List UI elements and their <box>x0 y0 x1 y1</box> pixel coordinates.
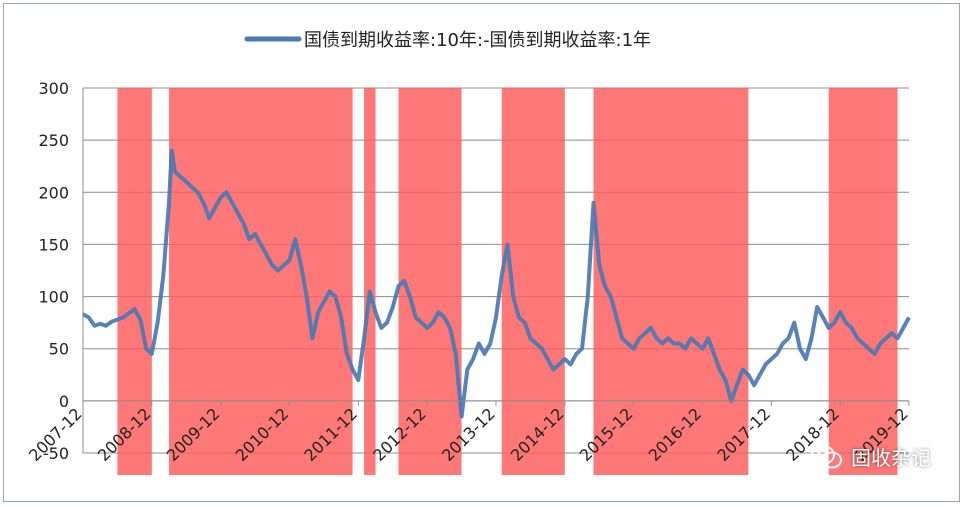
series-line <box>82 148 911 419</box>
y-tick-label: 100 <box>38 288 69 307</box>
shaded-period <box>828 88 898 475</box>
series-lines <box>82 148 911 419</box>
shaded-period <box>364 88 376 475</box>
legend: 国债到期收益率:10年:-国债到期收益率:1年 <box>244 30 651 51</box>
y-tick-label: 0 <box>59 392 69 411</box>
wechat-icon <box>811 444 842 468</box>
y-tick-label: 150 <box>38 235 69 254</box>
y-axis: 300 250 200 150 100 50 0 -50 <box>38 79 84 463</box>
watermark-text: 固收杂记 <box>851 446 931 470</box>
shaded-period <box>169 88 353 475</box>
y-tick-label: 300 <box>38 79 69 98</box>
shaded-period <box>117 88 152 475</box>
line-chart: 国债到期收益率:10年:-国债到期收益率:1年 300 250 200 150 100 5… <box>25 30 912 475</box>
y-tick-label: -50 <box>43 444 69 463</box>
y-tick-label: 250 <box>38 131 69 150</box>
shaded-period <box>593 88 749 475</box>
y-tick-label: 200 <box>38 183 69 202</box>
x-axis: 2007-12 2008-12 2009-12 2010-12 2011-12 2012-… <box>25 400 912 465</box>
chart-frame: 国债到期收益率:10年:-国债到期收益率:1年 300 250 200 150 100 5… <box>3 3 960 502</box>
y-tick-label: 50 <box>49 340 69 359</box>
shaded-period <box>398 88 462 475</box>
legend-label: 国债到期收益率:10年:-国债到期收益率:1年 <box>304 30 651 51</box>
shaded-periods <box>117 88 898 475</box>
watermark: 固收杂记 <box>811 442 931 471</box>
